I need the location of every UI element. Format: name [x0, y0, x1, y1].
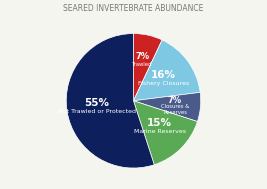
Text: Not Trawled or Protected: Not Trawled or Protected	[58, 109, 136, 114]
Text: 55%: 55%	[84, 98, 109, 108]
Wedge shape	[134, 92, 201, 122]
Title: SEARED INVERTEBRATE ABUNDANCE: SEARED INVERTEBRATE ABUNDANCE	[63, 4, 204, 13]
Text: Trawled: Trawled	[132, 62, 153, 67]
Wedge shape	[66, 33, 154, 168]
Text: 7%: 7%	[168, 96, 182, 105]
Wedge shape	[134, 101, 198, 165]
Text: Closures &
Reserves: Closures & Reserves	[161, 104, 189, 115]
Wedge shape	[134, 33, 162, 101]
Text: Fishery Closures: Fishery Closures	[138, 81, 189, 86]
Text: Marine Reserves: Marine Reserves	[134, 129, 186, 134]
Text: 16%: 16%	[151, 70, 176, 80]
Wedge shape	[134, 40, 200, 101]
Text: 15%: 15%	[147, 118, 172, 128]
Text: 7%: 7%	[136, 52, 150, 60]
